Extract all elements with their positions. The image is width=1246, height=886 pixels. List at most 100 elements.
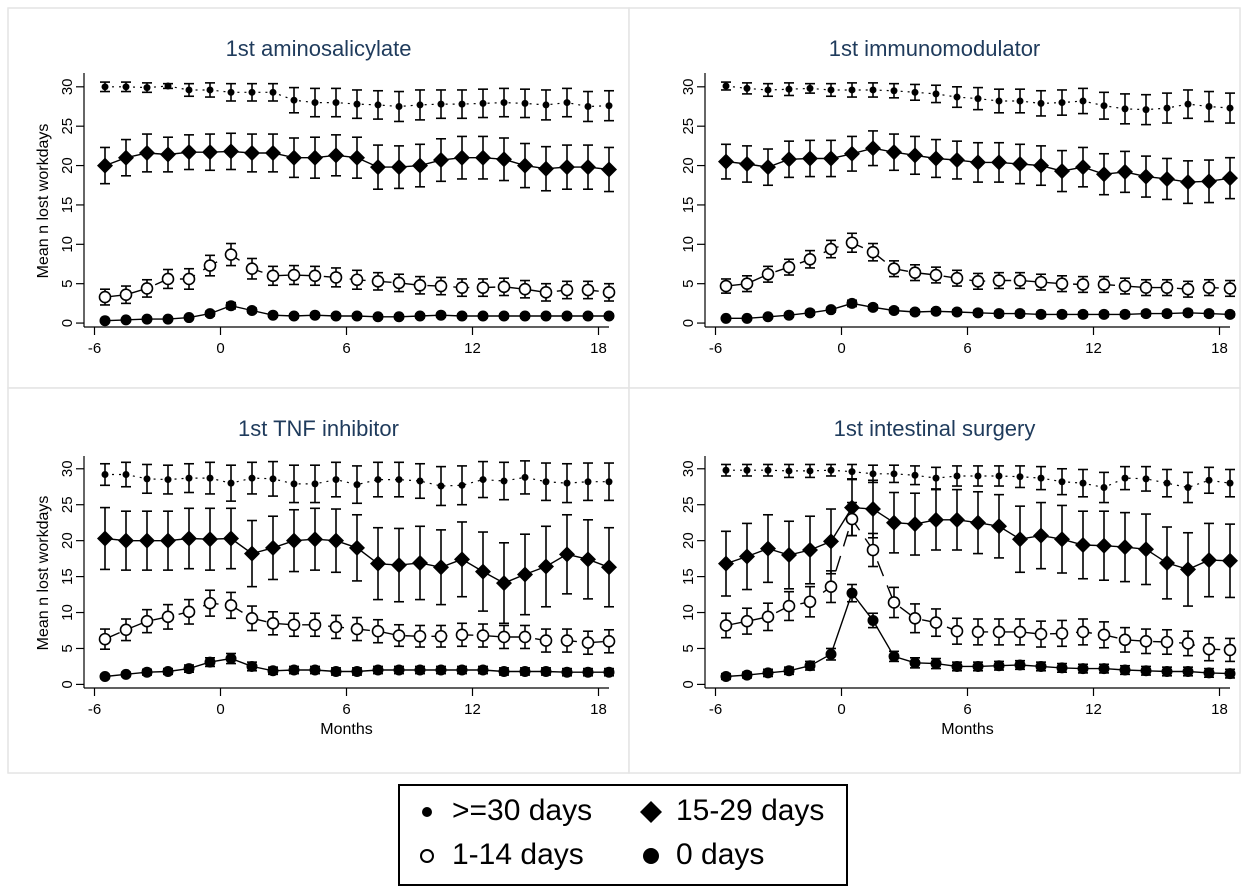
data-point [206, 86, 214, 94]
data-point [1140, 308, 1152, 320]
panel-title: 1st intestinal surgery [834, 416, 1036, 441]
data-point [824, 242, 838, 256]
legend-item-0: 0 days [636, 838, 764, 872]
data-point [1033, 157, 1049, 174]
data-point [953, 472, 961, 480]
panel-frame [628, 7, 1241, 389]
x-tick-label: 0 [837, 701, 845, 718]
data-point [1180, 561, 1196, 578]
data-point [760, 540, 776, 557]
data-point [827, 466, 835, 474]
data-point [1160, 635, 1174, 649]
data-point [974, 472, 982, 480]
data-point [1182, 307, 1194, 319]
data-point [454, 149, 470, 166]
data-point [584, 103, 592, 110]
data-point [1184, 100, 1192, 108]
data-point [246, 304, 258, 316]
data-point [802, 150, 818, 167]
data-point [865, 140, 881, 157]
hollow-circle-marker-icon [412, 838, 442, 872]
data-point [762, 311, 774, 323]
data-point [435, 309, 447, 321]
data-point [1203, 667, 1215, 679]
data-point [1058, 99, 1066, 107]
data-point [1012, 155, 1028, 172]
data-point [183, 663, 195, 675]
data-point [888, 650, 900, 662]
data-point [949, 152, 965, 169]
data-point [540, 665, 552, 677]
data-point [349, 149, 365, 166]
data-point [454, 551, 470, 568]
data-point [458, 100, 466, 108]
data-point [844, 145, 860, 162]
data-point [1012, 531, 1028, 548]
data-point [308, 269, 322, 283]
data-point [928, 511, 944, 528]
y-tick-label: 15 [59, 197, 76, 214]
data-point [951, 660, 963, 672]
data-point [971, 275, 985, 288]
series-1-14 [98, 589, 616, 656]
data-point [371, 275, 385, 288]
data-point [225, 300, 237, 312]
data-point [1119, 308, 1131, 320]
x-tick-label: 0 [216, 701, 224, 718]
data-point [139, 144, 155, 161]
data-point [743, 466, 751, 474]
data-point [743, 84, 751, 92]
data-point [1033, 527, 1049, 544]
data-point [1223, 282, 1237, 295]
data-point [823, 533, 839, 550]
data-point [991, 154, 1007, 171]
data-point [181, 144, 197, 161]
data-point [995, 472, 1003, 480]
data-point [1014, 659, 1026, 671]
data-point [476, 629, 490, 642]
data-point [416, 101, 424, 109]
data-point [475, 149, 491, 166]
data-point [227, 479, 235, 487]
data-point [287, 618, 301, 632]
data-point [1202, 642, 1216, 656]
x-tick-label: 6 [342, 340, 350, 357]
data-point [370, 159, 386, 176]
data-point [437, 482, 445, 490]
y-tick-label: 10 [59, 236, 76, 253]
data-point [500, 99, 508, 107]
data-point [496, 151, 512, 168]
data-point [120, 314, 132, 326]
data-point [929, 616, 943, 629]
data-point [1055, 277, 1069, 290]
data-point [433, 559, 449, 576]
data-point [181, 530, 197, 547]
data-point [538, 160, 554, 177]
data-point [911, 471, 919, 479]
y-tick-label: 20 [680, 157, 697, 174]
data-point [223, 143, 239, 160]
y-tick-label: 20 [59, 157, 76, 174]
data-point [806, 467, 814, 475]
data-point [740, 614, 754, 628]
data-point [160, 146, 176, 163]
data-point [803, 252, 817, 266]
data-point [141, 666, 153, 678]
data-point [845, 236, 859, 250]
data-point [561, 310, 573, 322]
y-axis-label: Mean n lost workdays [35, 496, 52, 651]
data-point [1121, 474, 1129, 482]
data-point [287, 268, 301, 282]
data-point [1138, 541, 1154, 558]
data-point [435, 664, 447, 676]
y-tick-label: 0 [680, 680, 697, 688]
data-point [1098, 308, 1110, 320]
data-point [269, 475, 277, 483]
data-point [164, 82, 172, 90]
y-tick-label: 10 [680, 236, 697, 253]
x-tick-label: 6 [963, 701, 971, 718]
data-point [993, 660, 1005, 672]
data-point [353, 100, 361, 108]
data-point [227, 88, 235, 96]
data-point [539, 634, 553, 647]
